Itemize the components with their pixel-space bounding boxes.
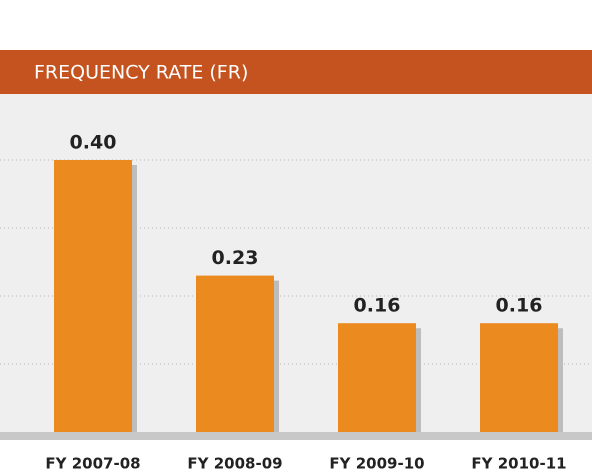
value-label: 0.40 <box>70 132 117 154</box>
value-label: 0.16 <box>354 295 401 317</box>
x-tick-label: FY 2008-09 <box>187 455 282 473</box>
bar <box>196 275 274 432</box>
bar <box>338 323 416 432</box>
x-tick-label: FY 2010-11 <box>471 455 566 473</box>
value-label: 0.16 <box>496 295 543 317</box>
value-label: 0.23 <box>212 247 259 269</box>
x-tick-label: FY 2007-08 <box>45 455 140 473</box>
header-band <box>0 50 592 94</box>
baseline-strip <box>0 432 592 440</box>
chart-title: FREQUENCY RATE (FR) <box>34 62 248 84</box>
bar <box>54 160 132 432</box>
x-tick-label: FY 2009-10 <box>329 455 424 473</box>
bar <box>480 323 558 432</box>
